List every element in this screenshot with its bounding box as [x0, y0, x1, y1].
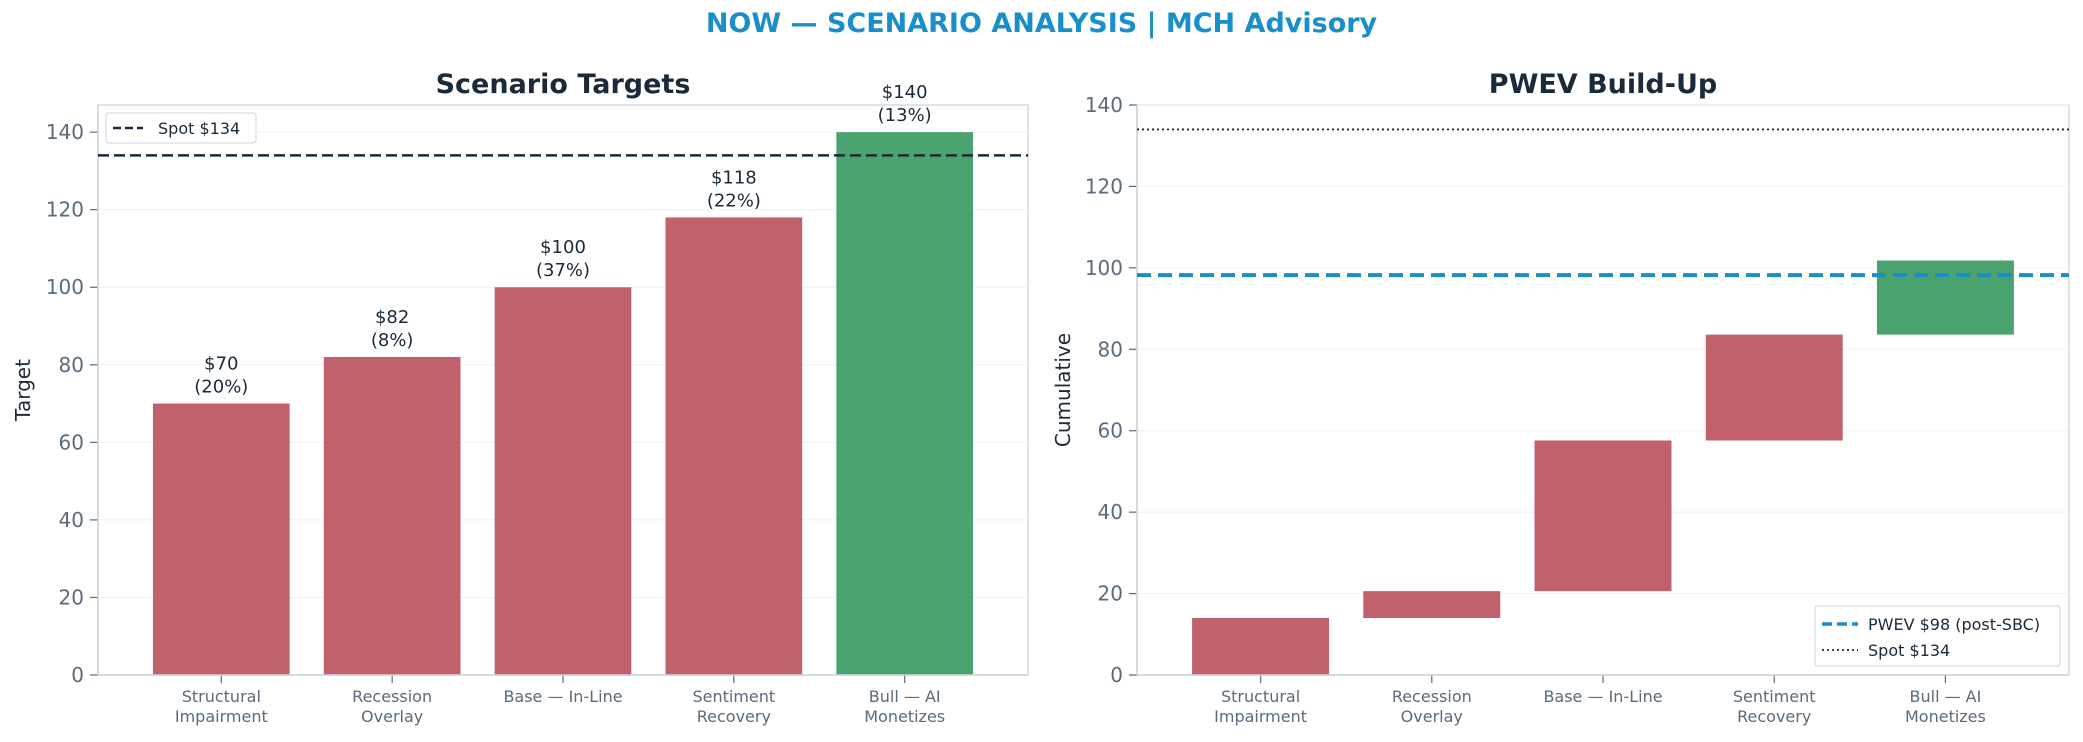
x-tick-label: Monetizes: [864, 707, 945, 726]
left-legend-box: [105, 112, 257, 144]
bar-data-label: $140: [882, 82, 928, 103]
right-legend: PWEV $98 (post-SBC) Spot $134: [1814, 605, 2061, 667]
y-tick-label: 0: [71, 663, 84, 687]
x-tick-label: Recession: [1392, 687, 1472, 706]
bar: [494, 287, 632, 675]
right-bars: [1192, 260, 2014, 675]
x-tick-label: Impairment: [175, 707, 268, 726]
spot-legend-label-right: Spot $134: [1868, 641, 1950, 660]
y-tick-label: 80: [1098, 337, 1123, 361]
x-tick-label: Monetizes: [1905, 707, 1986, 726]
bar-data-label: $70: [204, 354, 238, 375]
x-tick-label: Base — In-Line: [503, 687, 622, 706]
x-tick-label: Recovery: [1737, 707, 1811, 726]
bar: [1876, 260, 2014, 335]
bar: [323, 357, 461, 675]
x-tick-label: Structural: [1221, 687, 1300, 706]
y-tick-label: 120: [1085, 174, 1123, 198]
x-tick-label: Sentiment: [1733, 687, 1816, 706]
x-tick-label: Bull — AI: [869, 687, 941, 706]
bar: [836, 132, 974, 676]
left-legend: Spot $134: [105, 112, 257, 144]
y-tick-label: 100: [46, 275, 84, 299]
bar: [1363, 591, 1501, 618]
y-tick-label: 60: [59, 430, 84, 454]
x-tick-label: Recession: [352, 687, 432, 706]
bar-data-label: (22%): [707, 190, 761, 211]
y-tick-label: 80: [59, 353, 84, 377]
y-tick-label: 100: [1085, 256, 1123, 280]
left-y-axis-label: Target: [11, 359, 35, 422]
x-tick-label: Base — In-Line: [1543, 687, 1662, 706]
bar-data-label: $100: [540, 237, 586, 258]
x-tick-label: Sentiment: [692, 687, 775, 706]
x-tick-label: Impairment: [1214, 707, 1307, 726]
y-tick-label: 20: [1098, 582, 1123, 606]
y-tick-label: 40: [1098, 500, 1123, 524]
right-chart-title: PWEV Build-Up: [1489, 69, 1717, 100]
y-tick-label: 40: [59, 508, 84, 532]
bar-data-label: (37%): [536, 260, 590, 281]
y-tick-label: 0: [1110, 663, 1123, 687]
x-tick-label: Bull — AI: [1910, 687, 1982, 706]
left-y-axis: 0 20 40 60 80 100 120 140: [46, 105, 99, 687]
spot-legend-label: Spot $134: [158, 119, 240, 138]
x-tick-label: Overlay: [361, 707, 423, 726]
bar: [1534, 440, 1672, 592]
y-tick-label: 140: [46, 120, 84, 144]
bar-data-label: $118: [711, 167, 757, 188]
bar-data-label: (13%): [878, 105, 932, 126]
y-tick-label: 60: [1098, 419, 1123, 443]
bar-data-label: (20%): [194, 377, 248, 398]
y-tick-label: 20: [59, 585, 84, 609]
right-y-axis-label: Cumulative: [1051, 333, 1075, 447]
figure-title: NOW — SCENARIO ANALYSIS | MCH Advisory: [705, 8, 1378, 39]
x-tick-label: Overlay: [1401, 707, 1463, 726]
bar-data-label: (8%): [371, 330, 414, 351]
left-bars: [152, 132, 974, 676]
bar: [1705, 334, 1843, 441]
bar: [1192, 618, 1330, 675]
x-tick-label: Recovery: [697, 707, 771, 726]
left-data-labels: $70(20%) $82(8%) $100(37%) $118(22%) $140(13…: [194, 82, 931, 397]
bar: [152, 403, 290, 675]
right-reference-lines: [1137, 128, 2069, 278]
bar-data-label: $82: [375, 307, 409, 328]
right-y-axis: 0 20 40 60 80 100 120 140: [1085, 93, 1138, 687]
left-chart-title: Scenario Targets: [436, 69, 691, 100]
x-tick-label: Structural: [182, 687, 261, 706]
right-legend-box: [1814, 605, 2061, 667]
pwev-legend-label: PWEV $98 (post-SBC): [1868, 615, 2040, 634]
y-tick-label: 120: [46, 198, 84, 222]
y-tick-label: 140: [1085, 93, 1123, 117]
bar: [665, 217, 803, 675]
